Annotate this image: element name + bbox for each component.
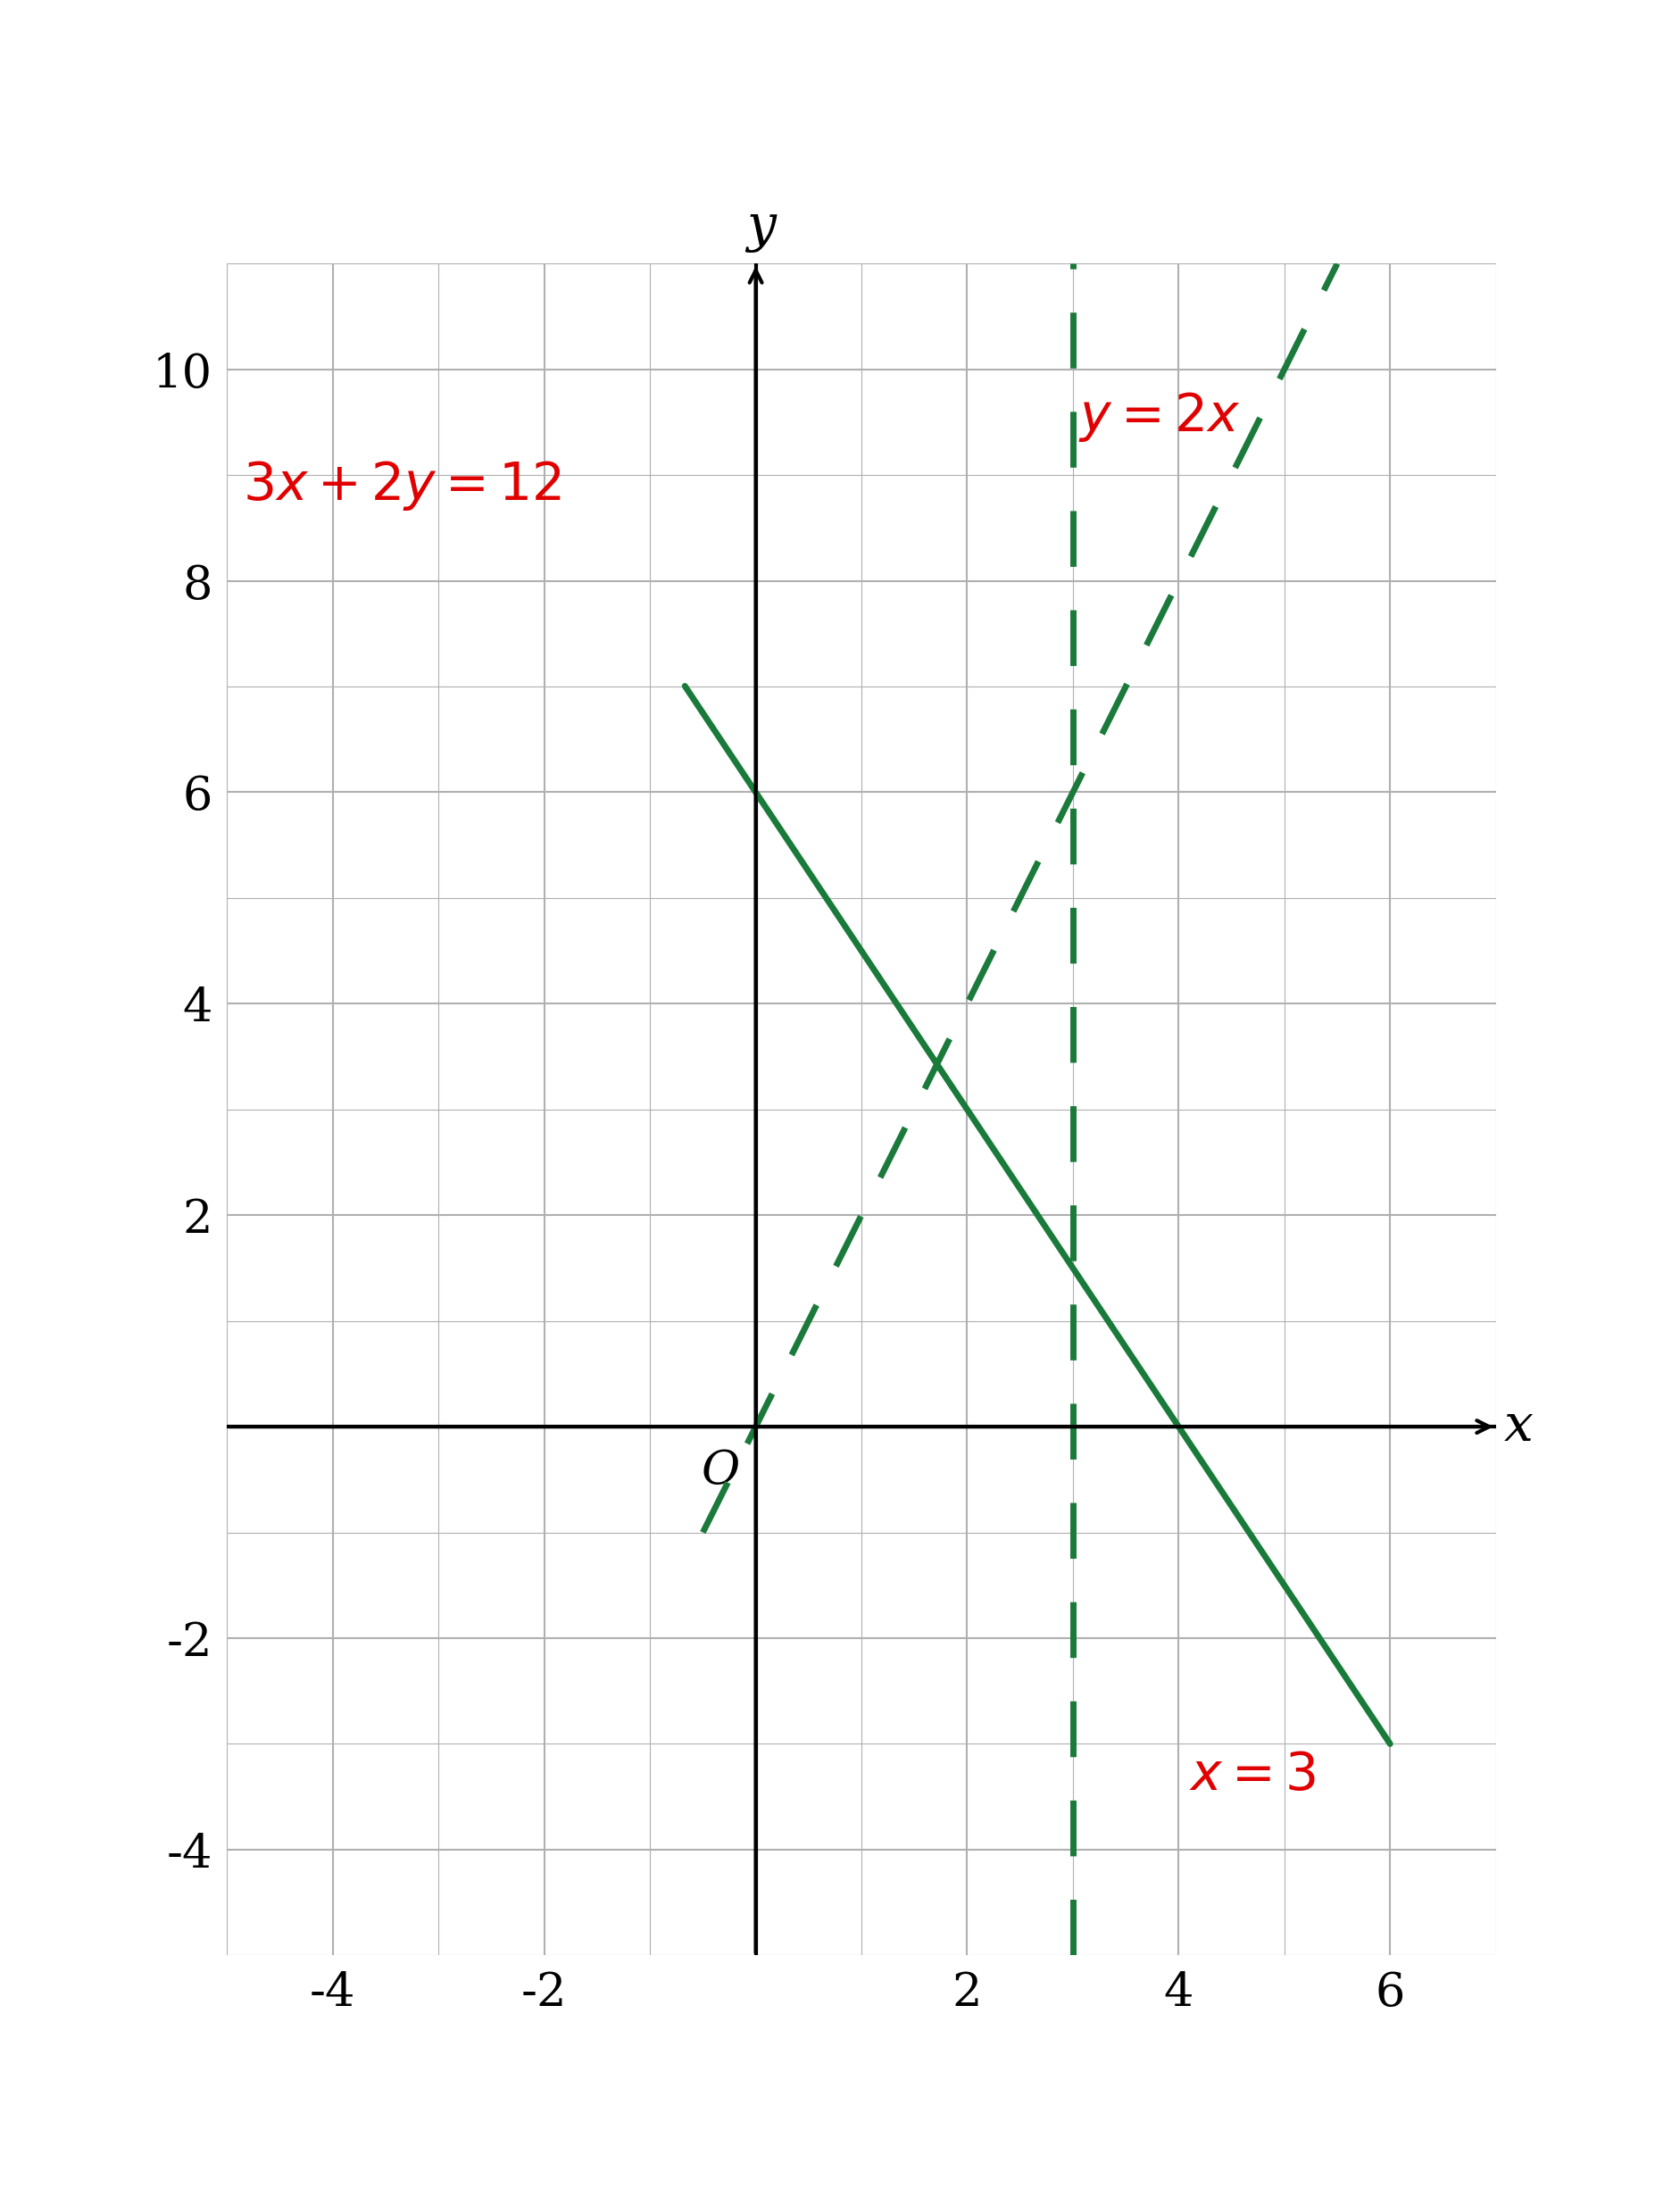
- Text: $x = 3$: $x = 3$: [1188, 1751, 1315, 1802]
- Text: $y = 2x$: $y = 2x$: [1077, 391, 1240, 444]
- Text: $3x + 2y = 12$: $3x + 2y = 12$: [244, 459, 561, 512]
- Text: y: y: [746, 202, 776, 253]
- Text: O: O: [701, 1448, 739, 1494]
- Text: x: x: [1504, 1402, 1532, 1452]
